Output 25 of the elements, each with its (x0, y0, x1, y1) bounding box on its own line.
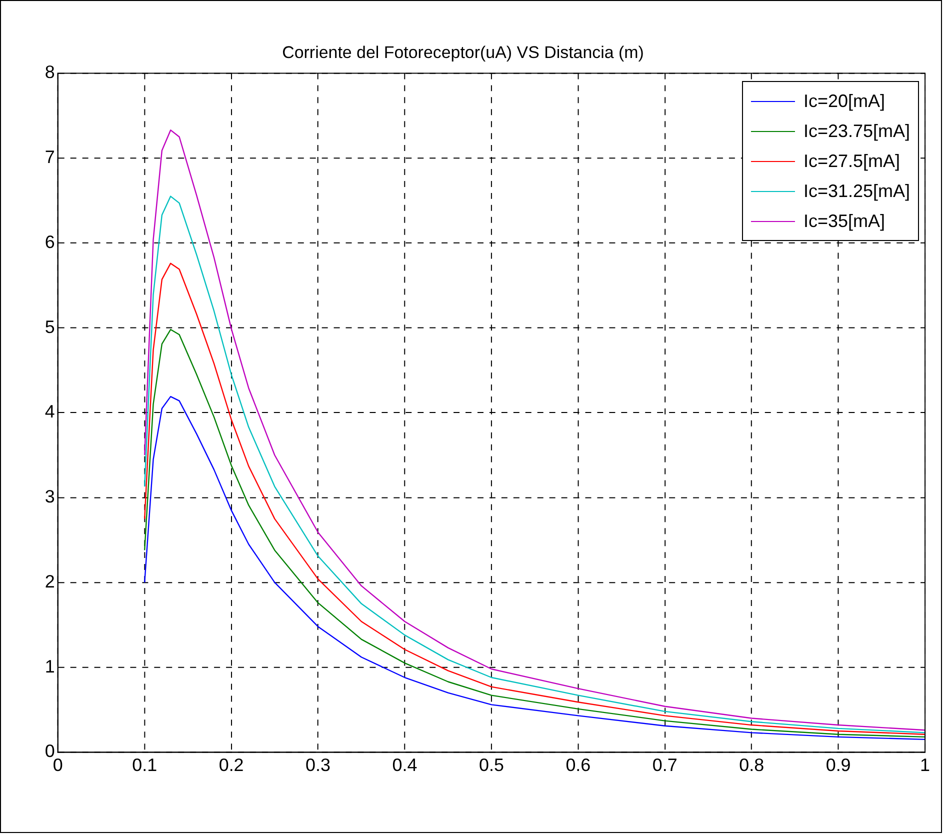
legend-label: Ic=31.25[mA] (803, 180, 910, 202)
y-tick-label: 3 (44, 486, 55, 507)
y-tick-label: 0 (44, 741, 55, 762)
y-tick-label: 8 (44, 62, 55, 82)
y-tick-label: 4 (44, 402, 55, 422)
x-tick-label: 0.1 (132, 754, 158, 775)
x-tick-label: 0.7 (652, 754, 678, 775)
legend-label: Ic=27.5[mA] (803, 150, 900, 172)
x-tick-label: 0.8 (739, 754, 764, 775)
y-tick-label: 2 (44, 571, 55, 592)
x-tick-label: 0.9 (826, 754, 851, 775)
x-tick-label: 0.4 (392, 754, 418, 775)
y-tick-label: 5 (44, 316, 55, 337)
x-tick-label: 0.3 (306, 754, 331, 775)
y-tick-label: 1 (44, 656, 55, 676)
legend-label: Ic=23.75[mA] (803, 120, 910, 142)
chart-title: Corriente del Fotoreceptor(uA) VS Distancia (m) (282, 42, 644, 62)
legend-label: Ic=35[mA] (803, 210, 885, 232)
x-tick-label: 0.6 (566, 754, 591, 775)
y-tick-label: 6 (44, 232, 55, 252)
legend-label: Ic=20[mA] (803, 90, 885, 112)
x-tick-label: 0.5 (478, 754, 504, 775)
x-tick-label: 0.2 (218, 754, 244, 775)
y-tick-label: 7 (44, 147, 55, 168)
x-tick-label: 1 (920, 754, 930, 775)
